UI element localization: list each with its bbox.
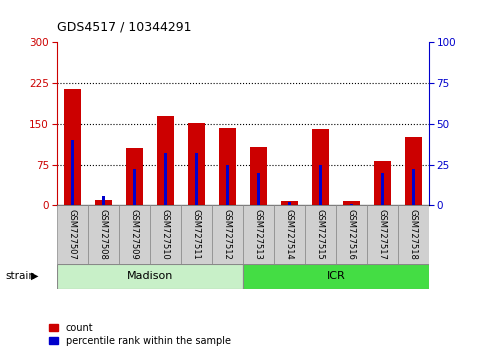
Bar [88, 205, 119, 264]
Bar [412, 170, 415, 205]
Text: GSM727510: GSM727510 [161, 209, 170, 260]
Bar [226, 165, 229, 205]
Bar [243, 264, 429, 289]
Text: GSM727517: GSM727517 [378, 209, 387, 260]
Bar [281, 201, 298, 205]
Bar [102, 195, 105, 205]
Text: GSM727514: GSM727514 [285, 209, 294, 260]
Text: GSM727515: GSM727515 [316, 209, 325, 260]
Bar [274, 205, 305, 264]
Bar [150, 205, 181, 264]
Bar [305, 205, 336, 264]
Bar [212, 205, 243, 264]
Text: GSM727512: GSM727512 [223, 209, 232, 260]
Bar [95, 200, 112, 205]
Text: Madison: Madison [127, 271, 173, 281]
Text: GSM727508: GSM727508 [99, 209, 108, 260]
Bar [257, 173, 260, 205]
Bar [133, 170, 136, 205]
Bar [181, 205, 212, 264]
Text: ICR: ICR [326, 271, 345, 281]
Text: GSM727516: GSM727516 [347, 209, 356, 260]
Bar [188, 123, 205, 205]
Bar [336, 205, 367, 264]
Text: GDS4517 / 10344291: GDS4517 / 10344291 [57, 21, 191, 34]
Bar [343, 201, 360, 205]
Bar [119, 205, 150, 264]
Bar [57, 205, 88, 264]
Legend: count, percentile rank within the sample: count, percentile rank within the sample [49, 323, 231, 346]
Text: GSM727518: GSM727518 [409, 209, 418, 260]
Text: strain: strain [5, 271, 35, 281]
Bar [381, 173, 384, 205]
Bar [164, 153, 167, 205]
Bar [288, 202, 291, 205]
Bar [350, 204, 353, 205]
Bar [57, 264, 243, 289]
Bar [219, 128, 236, 205]
Bar [374, 161, 391, 205]
Bar [157, 116, 174, 205]
Bar [195, 153, 198, 205]
Text: GSM727513: GSM727513 [254, 209, 263, 260]
Bar [70, 140, 74, 205]
Text: GSM727507: GSM727507 [68, 209, 77, 260]
Bar [405, 137, 422, 205]
Bar [126, 148, 143, 205]
Bar [250, 147, 267, 205]
Bar [398, 205, 429, 264]
Bar [367, 205, 398, 264]
Text: GSM727509: GSM727509 [130, 209, 139, 260]
Text: ▶: ▶ [31, 271, 38, 281]
Bar [64, 88, 81, 205]
Text: GSM727511: GSM727511 [192, 209, 201, 260]
Bar [312, 129, 329, 205]
Bar [243, 205, 274, 264]
Bar [319, 165, 322, 205]
